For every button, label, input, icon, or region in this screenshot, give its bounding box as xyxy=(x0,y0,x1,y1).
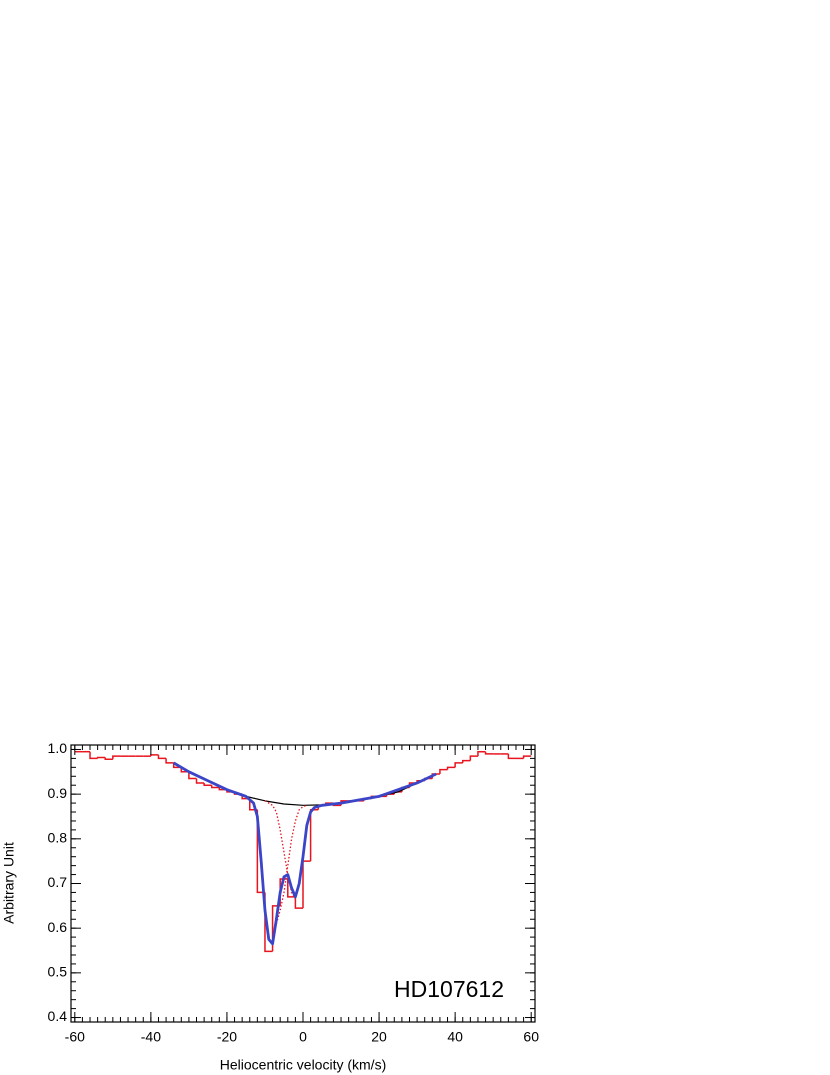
annotation: HD107612 xyxy=(394,976,504,1002)
spectrum-step xyxy=(287,879,296,898)
spectrum-step xyxy=(454,762,463,768)
spectrum-step xyxy=(522,755,532,759)
x-tick-label: -60 xyxy=(65,1029,85,1045)
spectrum-step xyxy=(203,782,212,786)
y-tick-label: 0.5 xyxy=(48,964,68,980)
y-tick-label: 0.6 xyxy=(48,919,68,935)
spectrum-step xyxy=(150,754,159,757)
spectrum-step xyxy=(188,771,197,780)
spectrum-step xyxy=(89,751,98,760)
spectrum-step xyxy=(210,785,220,789)
spectrum-step xyxy=(112,755,121,760)
x-tick-label: 20 xyxy=(371,1029,387,1045)
x-tick-label: 40 xyxy=(447,1029,463,1045)
line-dotted xyxy=(271,804,308,938)
spectrum-step xyxy=(104,757,113,761)
x-tick-label: -20 xyxy=(217,1029,237,1045)
spectrum-step xyxy=(439,768,448,775)
spectrum-step xyxy=(469,755,478,761)
y-tick-label: 0.8 xyxy=(48,830,68,846)
y-tick-label: 0.4 xyxy=(48,1008,68,1024)
y-tick-label: 1.0 xyxy=(48,740,68,756)
spectrum-step xyxy=(484,751,494,755)
spectrum-step xyxy=(507,753,516,760)
spectrum-step xyxy=(302,860,311,909)
x-axis-label: Heliocentric velocity (km/s) xyxy=(220,1057,386,1073)
spectrum-step xyxy=(96,756,106,759)
x-tick-label: 60 xyxy=(523,1029,539,1045)
spectrum-step xyxy=(446,766,456,770)
x-tick-label: -40 xyxy=(141,1029,161,1045)
spectrum-step xyxy=(165,758,174,764)
spectrum-step xyxy=(195,778,205,784)
x-tick-label: 0 xyxy=(299,1029,307,1045)
spectrum-step xyxy=(309,809,319,862)
y-tick-label: 0.9 xyxy=(48,785,68,801)
spectrum-step xyxy=(157,754,167,760)
y-axis-label: Arbitrary Unit xyxy=(1,842,17,924)
spectrum-step xyxy=(461,759,471,763)
spectrum-step xyxy=(294,896,303,909)
spectrum-step xyxy=(477,750,486,757)
line-solid xyxy=(172,761,437,946)
y-tick-label: 0.7 xyxy=(48,874,68,890)
